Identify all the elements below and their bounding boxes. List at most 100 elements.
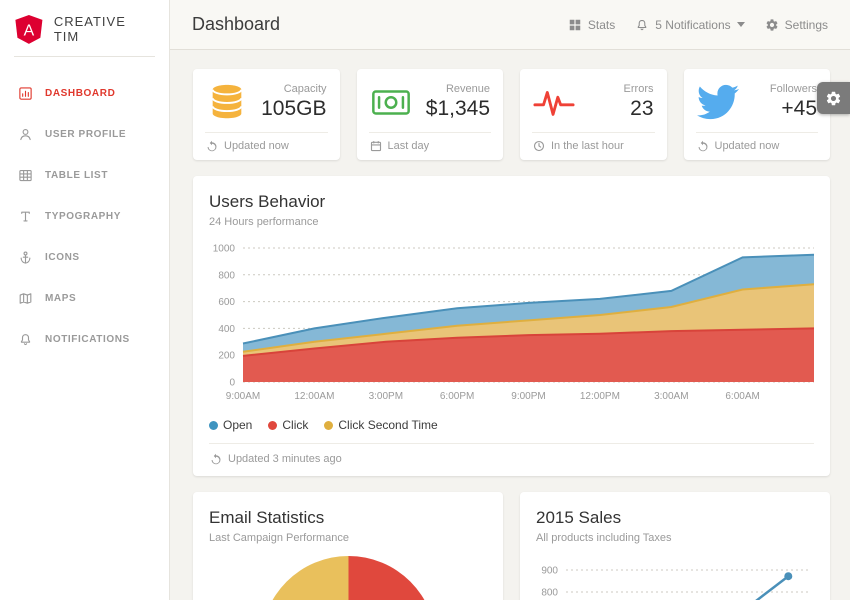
svg-text:800: 800 [541, 588, 558, 599]
svg-text:900: 900 [541, 566, 558, 577]
svg-text:200: 200 [218, 351, 235, 362]
svg-text:9:00PM: 9:00PM [511, 391, 545, 402]
main-content: Capacity 105GB Updated now Revenue $1,34… [170, 50, 850, 600]
svg-text:0: 0 [229, 378, 235, 389]
svg-text:3:00PM: 3:00PM [369, 391, 403, 402]
sidebar-item-label: TABLE LIST [45, 170, 109, 181]
navbar-links: Stats 5 Notifications Settings [568, 18, 828, 32]
svg-text:1000: 1000 [213, 244, 236, 255]
stat-footer-text: Last day [387, 140, 430, 152]
panel-subtitle: All products including Taxes [536, 532, 672, 544]
legend-dot [268, 420, 278, 430]
stat-footer: Updated now [695, 132, 818, 160]
brand[interactable]: A CREATIVE TIM [0, 0, 169, 56]
email-statistics-pie-chart [260, 556, 436, 600]
refresh-icon [697, 140, 709, 152]
nav-notifications-label: 5 Notifications [655, 17, 731, 32]
gear-icon [765, 18, 779, 32]
svg-text:800: 800 [218, 270, 235, 281]
angular-logo-icon: A [15, 15, 43, 44]
stat-card-capacity: Capacity 105GB Updated now [193, 69, 340, 160]
map-icon [18, 291, 33, 306]
legend-dot [209, 420, 218, 430]
sales-panel: 2015 Sales All products including Taxes … [520, 492, 830, 600]
stat-title: Capacity [283, 83, 327, 95]
stat-title: Errors [623, 83, 654, 95]
panel-footer: Updated 3 minutes ago [209, 443, 814, 476]
stat-card-errors: Errors 23 In the last hour [520, 69, 667, 160]
top-navbar: Dashboard Stats 5 Notifications Settings [170, 0, 850, 50]
legend-label: Click [282, 418, 309, 432]
nav-settings-label: Settings [784, 17, 828, 32]
svg-text:600: 600 [218, 297, 235, 308]
stat-value: 105GB [261, 97, 327, 120]
sidebar-item-maps[interactable]: MAPS [0, 278, 169, 319]
sidebar-item-icons[interactable]: ICONS [0, 237, 169, 278]
legend-label: Open [223, 418, 253, 432]
sidebar-item-label: NOTIFICATIONS [45, 334, 130, 345]
svg-text:6:00PM: 6:00PM [440, 391, 474, 402]
sidebar-item-label: ICONS [45, 252, 80, 263]
stat-title: Followers [769, 83, 817, 95]
bell-icon [18, 332, 33, 347]
sidebar-item-typography[interactable]: TYPOGRAPHY [0, 196, 169, 237]
typography-icon [18, 209, 33, 224]
stats-grid-icon [568, 18, 582, 32]
anchor-icon [18, 250, 33, 265]
clock-icon [533, 140, 545, 152]
gear-icon [825, 90, 842, 107]
panel-title: 2015 Sales [536, 508, 622, 527]
stat-card-followers: Followers +45 Updated now [683, 69, 830, 160]
panel-subtitle: 24 Hours performance [209, 216, 319, 228]
stats-row: Capacity 105GB Updated now Revenue $1,34… [193, 69, 830, 160]
sales-line-chart: 900 800 [520, 544, 830, 600]
bell-icon [635, 18, 649, 32]
sidebar-item-label: USER PROFILE [45, 129, 127, 140]
sidebar-menu: DASHBOARD USER PROFILE TABLE LIST TYPOGR… [0, 57, 169, 360]
refresh-icon [206, 140, 218, 152]
svg-text:12:00PM: 12:00PM [580, 391, 620, 402]
stat-footer: Last day [368, 132, 491, 160]
users-behavior-chart: 0 200 400 600 800 1000 9:00AM 12:00AM 3:00PM 6:00… [193, 228, 830, 406]
sidebar-item-table-list[interactable]: TABLE LIST [0, 155, 169, 196]
stat-footer: Updated now [205, 132, 328, 160]
sidebar-item-dashboard[interactable]: DASHBOARD [0, 73, 169, 114]
stat-footer-text: In the last hour [551, 140, 624, 152]
stat-value: +45 [781, 97, 817, 120]
user-icon [18, 127, 33, 142]
legend-label: Click Second Time [338, 418, 438, 432]
email-statistics-panel: Email Statistics Last Campaign Performan… [193, 492, 503, 600]
nav-settings[interactable]: Settings [765, 18, 828, 32]
chart-icon [18, 86, 33, 101]
panel-title: Users Behavior [209, 192, 326, 211]
brand-name: CREATIVE TIM [53, 14, 126, 44]
heartbeat-icon [533, 81, 575, 123]
svg-text:6:00AM: 6:00AM [725, 391, 759, 402]
sidebar-item-user-profile[interactable]: USER PROFILE [0, 114, 169, 155]
stat-footer-text: Updated now [714, 140, 780, 152]
chart-legend: Open Click Click Second Time [193, 406, 830, 443]
panel-subtitle: Last Campaign Performance [209, 532, 350, 544]
stat-footer: In the last hour [532, 132, 655, 160]
sidebar: A CREATIVE TIM DASHBOARD USER PROFILE TA… [0, 0, 170, 600]
twitter-icon [697, 81, 739, 123]
svg-text:A: A [24, 23, 35, 40]
users-behavior-panel: Users Behavior 24 Hours performance 0 200… [193, 176, 830, 476]
bottom-row: Email Statistics Last Campaign Performan… [193, 492, 830, 600]
page-title: Dashboard [192, 14, 281, 34]
nav-notifications-dropdown[interactable]: 5 Notifications [635, 18, 744, 32]
caret-down-icon [737, 22, 745, 27]
sidebar-item-label: TYPOGRAPHY [45, 211, 122, 222]
legend-item-click: Click [268, 418, 308, 432]
panel-title: Email Statistics [209, 508, 325, 527]
stat-card-revenue: Revenue $1,345 Last day [356, 69, 503, 160]
nav-stats[interactable]: Stats [568, 18, 615, 32]
sidebar-item-label: MAPS [45, 293, 77, 304]
sidebar-item-notifications[interactable]: NOTIFICATIONS [0, 319, 169, 360]
settings-panel-toggle[interactable] [817, 82, 850, 114]
stat-title: Revenue [445, 83, 490, 95]
nav-stats-label: Stats [587, 17, 616, 32]
legend-item-open: Open [209, 418, 252, 432]
stat-value: $1,345 [425, 97, 490, 120]
table-icon [18, 168, 33, 183]
